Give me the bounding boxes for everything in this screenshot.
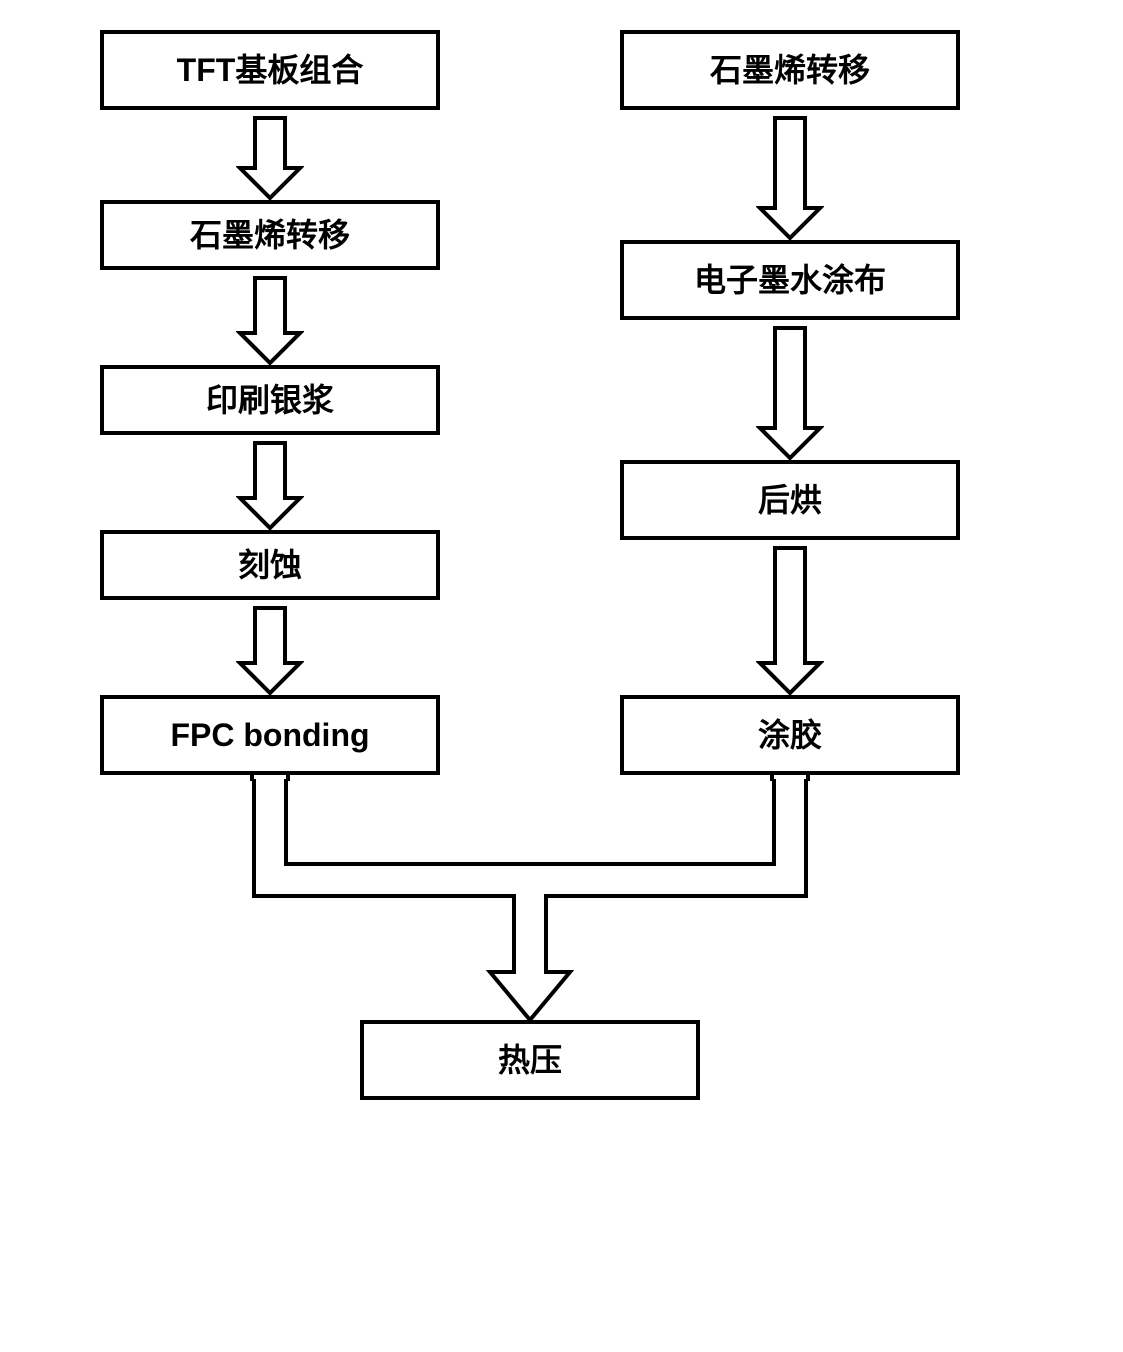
flow-node-R1: 石墨烯转移: [620, 30, 960, 110]
flow-node-L1: TFT基板组合: [100, 30, 440, 110]
flow-node-L2: 石墨烯转移: [100, 200, 440, 270]
flow-node-label: 热压: [498, 1041, 562, 1079]
flow-merge-connector: [190, 775, 870, 1024]
flow-node-label: 印刷银浆: [206, 381, 334, 419]
flow-arrow-aL1: [236, 110, 304, 200]
flow-arrow-aR3: [756, 540, 824, 695]
flow-arrow-aL4: [236, 600, 304, 695]
flow-node-label: 刻蚀: [238, 546, 302, 584]
flow-arrow-aR2: [756, 320, 824, 460]
flow-node-F: 热压: [360, 1020, 700, 1100]
flow-node-L5: FPC bonding: [100, 695, 440, 775]
flow-node-R3: 后烘: [620, 460, 960, 540]
flow-arrow-aL3: [236, 435, 304, 530]
flow-node-R2: 电子墨水涂布: [620, 240, 960, 320]
flow-node-L4: 刻蚀: [100, 530, 440, 600]
flow-arrow-aL2: [236, 270, 304, 365]
flow-node-label: TFT基板组合: [177, 51, 364, 89]
flow-node-label: 电子墨水涂布: [694, 261, 886, 299]
flow-node-L3: 印刷银浆: [100, 365, 440, 435]
flow-node-label: 石墨烯转移: [710, 51, 870, 89]
flow-node-R4: 涂胶: [620, 695, 960, 775]
flow-node-label: 后烘: [758, 481, 822, 519]
flow-node-label: 石墨烯转移: [190, 216, 350, 254]
flow-arrow-aR1: [756, 110, 824, 240]
flow-node-label: 涂胶: [758, 716, 822, 754]
flow-node-label: FPC bonding: [170, 716, 369, 754]
flowchart-canvas: TFT基板组合石墨烯转移印刷银浆刻蚀FPC bonding石墨烯转移电子墨水涂布…: [30, 30, 1093, 1322]
